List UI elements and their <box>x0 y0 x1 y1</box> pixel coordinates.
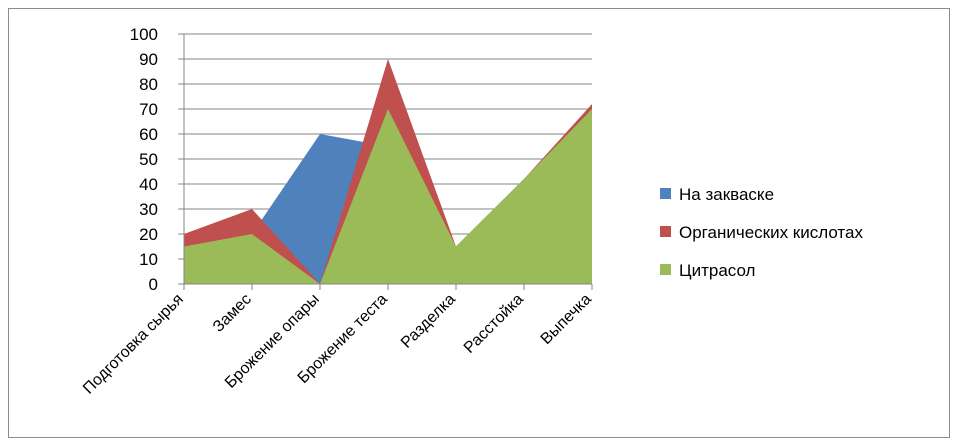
y-tick-label: 60 <box>139 125 158 144</box>
x-tick-label: Выпечка <box>538 291 595 348</box>
y-tick-label: 30 <box>139 200 158 219</box>
y-tick-label: 50 <box>139 150 158 169</box>
y-tick-label: 10 <box>139 250 158 269</box>
legend-swatch <box>660 188 671 199</box>
y-tick-label: 20 <box>139 225 158 244</box>
series-area-3 <box>184 109 592 284</box>
y-tick-label: 90 <box>139 50 158 69</box>
legend-swatch <box>660 226 671 237</box>
y-tick-label: 100 <box>130 25 158 44</box>
legend-swatch <box>660 264 671 275</box>
x-tick-label: Расстойка <box>461 291 527 357</box>
legend-label: Органических кислотах <box>679 223 863 242</box>
y-tick-label: 80 <box>139 75 158 94</box>
y-tick-labels: 0 10 20 30 40 50 60 70 80 90 100 <box>130 25 158 294</box>
legend: На закваске Органических кислотах Цитрасол <box>660 185 863 280</box>
series-areas <box>184 59 592 284</box>
y-tick-label: 40 <box>139 175 158 194</box>
x-tick-label: Замес <box>210 291 255 336</box>
x-tick-label: Подготовка сырья <box>80 291 187 398</box>
x-tick-label: Разделка <box>398 291 459 352</box>
legend-label: На закваске <box>679 185 774 204</box>
chart-frame <box>8 8 950 438</box>
y-tick-label: 70 <box>139 100 158 119</box>
y-tick-label: 0 <box>149 275 158 294</box>
legend-label: Цитрасол <box>679 261 755 280</box>
